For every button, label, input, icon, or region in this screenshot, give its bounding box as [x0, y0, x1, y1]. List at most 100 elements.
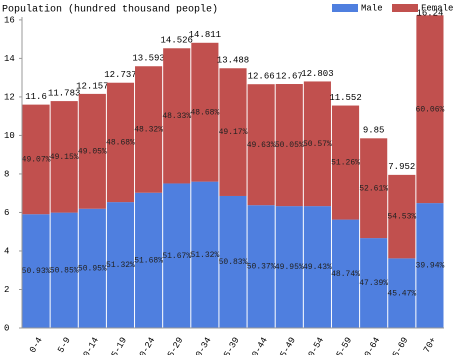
bar-segment — [360, 138, 388, 239]
percent-label: 49.07% — [22, 156, 51, 165]
x-tick-label: 55-59 — [332, 336, 354, 355]
x-tick-label: 45-49 — [276, 336, 298, 355]
bar-segment — [275, 84, 303, 207]
bar-segment — [163, 48, 191, 184]
total-label: 16.24 — [416, 8, 443, 18]
percent-label: 49.95% — [275, 263, 304, 272]
bar-segment — [219, 195, 247, 328]
total-label: 12.157 — [76, 81, 108, 91]
percent-label: 54.53% — [387, 213, 416, 222]
bar-segment — [303, 81, 331, 207]
y-tick-label: 6 — [4, 208, 9, 218]
bar-segment — [78, 93, 106, 209]
percent-label: 47.39% — [359, 279, 388, 288]
percent-label: 49.15% — [50, 153, 79, 162]
percent-label: 45.47% — [387, 289, 416, 298]
percent-label: 51.32% — [106, 261, 135, 270]
total-label: 13.593 — [132, 54, 164, 64]
percent-label: 50.85% — [50, 266, 79, 275]
y-tick-label: 2 — [4, 285, 9, 295]
total-label: 12.67 — [276, 71, 303, 81]
y-tick-label: 10 — [4, 131, 15, 141]
y-tick-label: 0 — [4, 323, 9, 333]
bar-segment — [360, 238, 388, 328]
percent-label: 50.57% — [303, 140, 332, 149]
bar-segment — [275, 206, 303, 328]
total-label: 14.526 — [161, 36, 193, 46]
x-tick-label: 50-54 — [304, 336, 326, 355]
total-label: 11.6 — [25, 92, 47, 102]
bar-segment — [106, 82, 135, 203]
bar-segment — [416, 15, 444, 204]
bar-segment — [78, 208, 106, 328]
percent-label: 49.17% — [219, 128, 248, 137]
bar-segment — [22, 104, 50, 215]
percent-label: 48.74% — [331, 270, 360, 279]
percent-label: 48.68% — [106, 139, 135, 148]
percent-label: 50.83% — [219, 258, 248, 267]
y-tick-label: 4 — [4, 246, 9, 256]
x-tick-label: 20-24 — [135, 336, 157, 355]
y-tick-label: 16 — [4, 15, 15, 25]
bar-segment — [388, 174, 416, 259]
percent-label: 48.68% — [190, 108, 219, 117]
percent-label: 51.32% — [190, 251, 219, 260]
percent-label: 50.37% — [247, 263, 276, 272]
x-tick-label: 10-14 — [79, 336, 101, 355]
percent-label: 49.43% — [303, 263, 332, 272]
bar-segment — [50, 212, 78, 328]
percent-label: 52.61% — [359, 184, 388, 193]
percent-label: 48.32% — [134, 126, 163, 135]
x-tick-label: 40-44 — [248, 336, 270, 355]
x-tick-label: 30-34 — [191, 336, 213, 355]
bar-segment — [331, 105, 360, 220]
legend-label: Female — [421, 3, 453, 13]
total-label: 12.737 — [104, 70, 136, 80]
bar-segment — [303, 206, 331, 328]
percent-label: 50.05% — [275, 141, 304, 150]
y-tick-label: 12 — [4, 92, 15, 102]
chart-title: Population (hundred thousand people) — [2, 4, 218, 16]
y-tick-label: 14 — [4, 54, 15, 64]
bar-segment — [135, 192, 163, 328]
bar-segment — [22, 214, 50, 328]
x-tick-label: 15-19 — [107, 336, 129, 355]
percent-label: 51.68% — [134, 256, 163, 265]
bar-segment — [388, 258, 416, 328]
bar-segment — [50, 101, 78, 213]
percent-label: 39.94% — [416, 262, 445, 271]
bar-segment — [135, 66, 163, 193]
bar-segment — [247, 84, 275, 206]
bar-segment — [219, 68, 247, 196]
percent-label: 50.93% — [22, 267, 51, 276]
x-tick-label: 35-39 — [219, 336, 241, 355]
bar-segment — [191, 42, 219, 182]
y-tick-label: 8 — [4, 169, 9, 179]
total-label: 11.783 — [48, 88, 80, 98]
percent-label: 49.63% — [247, 141, 276, 150]
bar-segment — [247, 205, 275, 328]
total-label: 14.811 — [189, 30, 221, 40]
legend-swatch — [332, 4, 358, 12]
percent-label: 51.26% — [331, 159, 360, 168]
x-tick-label: 70+ — [422, 336, 439, 355]
percent-label: 60.06% — [416, 105, 445, 114]
x-tick-label: 65-69 — [388, 336, 410, 355]
x-tick-label: 0-4 — [28, 336, 45, 355]
bar-segment — [106, 202, 135, 328]
percent-label: 51.67% — [162, 252, 191, 261]
legend-label: Male — [361, 3, 383, 13]
x-tick-label: 25-29 — [163, 336, 185, 355]
x-tick-label: 5-9 — [56, 336, 73, 355]
percent-label: 48.33% — [162, 112, 191, 121]
legend-swatch — [392, 4, 418, 12]
bar-segment — [416, 203, 444, 328]
total-label: 11.552 — [329, 93, 361, 103]
bar-segment — [163, 183, 191, 328]
total-label: 13.488 — [217, 56, 249, 66]
bar-segment — [191, 181, 219, 328]
x-tick-label: 60-64 — [360, 336, 382, 355]
total-label: 9.85 — [363, 126, 385, 136]
percent-label: 50.95% — [78, 264, 107, 273]
